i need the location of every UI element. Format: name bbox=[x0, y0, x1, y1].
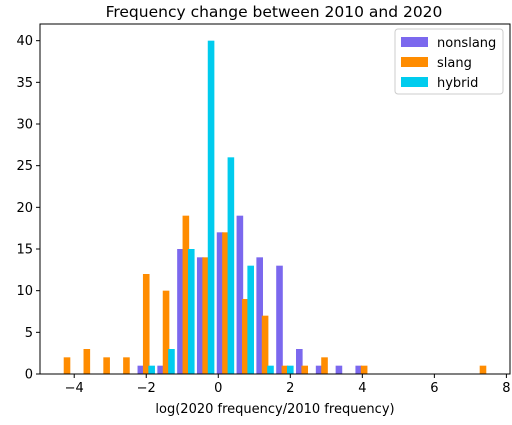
bars-layer bbox=[63, 40, 487, 375]
bar-nonslang-1 bbox=[157, 365, 164, 374]
bar-slang-7 bbox=[202, 257, 209, 374]
bar-hybrid-6 bbox=[267, 365, 274, 374]
y-tick-label: 35 bbox=[16, 76, 33, 91]
x-tick-label: 8 bbox=[502, 381, 510, 396]
y-tick-label: 5 bbox=[25, 326, 33, 341]
bar-nonslang-6 bbox=[256, 257, 263, 374]
chart-title: Frequency change between 2010 and 2020 bbox=[106, 3, 443, 21]
bar-slang-10 bbox=[261, 315, 269, 374]
bar-slang-4 bbox=[142, 274, 150, 374]
bar-nonslang-5 bbox=[236, 215, 244, 374]
bar-slang-12 bbox=[301, 365, 309, 374]
legend-swatch-nonslang bbox=[401, 37, 428, 47]
bar-slang-0 bbox=[63, 357, 71, 374]
bar-nonslang-9 bbox=[315, 365, 323, 374]
x-tick-label: −2 bbox=[137, 381, 156, 396]
x-tick-label: 6 bbox=[430, 381, 438, 396]
y-axis: 0 5 10 15 20 25 30 35 40 bbox=[16, 34, 40, 383]
plot-frame bbox=[39, 23, 511, 375]
legend-label-nonslang: nonslang bbox=[437, 36, 496, 51]
legend-label-slang: slang bbox=[437, 56, 472, 71]
bar-hybrid-1 bbox=[168, 349, 175, 374]
bar-slang-2 bbox=[103, 357, 110, 374]
bar-hybrid-0 bbox=[148, 365, 155, 374]
y-tick-label: 0 bbox=[25, 368, 33, 383]
bar-slang-8 bbox=[222, 232, 229, 374]
y-tick-label: 10 bbox=[16, 284, 33, 299]
bar-slang-1 bbox=[83, 349, 91, 374]
bar-slang-3 bbox=[123, 357, 130, 374]
bar-slang-6 bbox=[182, 215, 190, 374]
bar-nonslang-3 bbox=[196, 257, 204, 374]
bar-slang-5 bbox=[162, 290, 170, 374]
y-tick-label: 40 bbox=[16, 34, 33, 49]
bar-hybrid-4 bbox=[227, 157, 235, 374]
legend-label-hybrid: hybrid bbox=[437, 76, 478, 91]
bar-slang-13 bbox=[321, 357, 328, 374]
legend-swatch-slang bbox=[401, 57, 428, 67]
bar-hybrid-5 bbox=[247, 265, 254, 374]
bar-nonslang-8 bbox=[296, 349, 303, 374]
x-axis: −4 −2 0 2 4 6 8 bbox=[65, 374, 511, 396]
x-tick-label: 4 bbox=[358, 381, 366, 396]
bar-hybrid-2 bbox=[187, 249, 195, 374]
bar-nonslang-2 bbox=[177, 249, 184, 374]
bar-slang-14 bbox=[360, 365, 368, 374]
bar-hybrid-7 bbox=[287, 365, 294, 374]
y-tick-label: 25 bbox=[16, 159, 33, 174]
y-tick-label: 30 bbox=[16, 118, 33, 133]
bar-slang-15 bbox=[479, 365, 487, 374]
x-tick-label: 0 bbox=[214, 381, 222, 396]
bar-nonslang-0 bbox=[137, 365, 145, 374]
bar-nonslang-11 bbox=[355, 365, 363, 374]
legend: nonslang slang hybrid bbox=[394, 28, 504, 95]
bar-nonslang-10 bbox=[335, 365, 343, 374]
y-tick-label: 20 bbox=[16, 201, 33, 216]
x-tick-label: −4 bbox=[65, 381, 84, 396]
bar-hybrid-3 bbox=[207, 40, 215, 375]
bar-nonslang-7 bbox=[276, 265, 283, 374]
bar-slang-9 bbox=[241, 299, 249, 374]
bar-nonslang-4 bbox=[216, 232, 224, 374]
x-tick-label: 2 bbox=[286, 381, 294, 396]
y-tick-label: 15 bbox=[16, 243, 33, 258]
bar-slang-11 bbox=[281, 365, 289, 374]
x-axis-label: log(2020 frequency/2010 frequency) bbox=[155, 402, 394, 417]
legend-swatch-hybrid bbox=[401, 77, 428, 87]
